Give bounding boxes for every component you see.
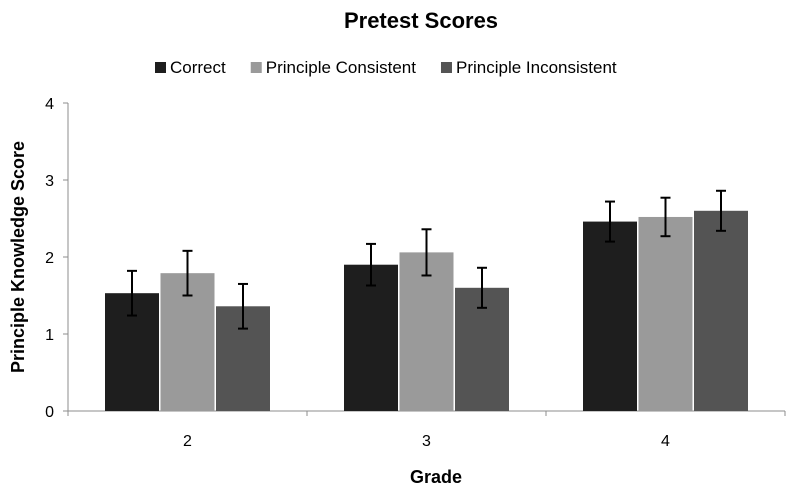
bar: [399, 252, 454, 411]
y-tick-label: 1: [45, 327, 54, 344]
y-tick-label: 2: [45, 250, 54, 267]
bar: [344, 264, 398, 411]
x-axis-title: Grade: [410, 467, 462, 487]
error-bars: [127, 189, 726, 330]
y-tick-label: 4: [45, 96, 54, 113]
bar: [583, 221, 637, 411]
x-tick-label: 4: [661, 433, 670, 450]
x-tick-label: 2: [183, 433, 192, 450]
y-axis-title: Principle Knowledge Score: [8, 141, 28, 373]
x-tick-label: 3: [422, 433, 431, 450]
legend-label: Principle Inconsistent: [456, 58, 617, 77]
legend-label: Principle Consistent: [266, 58, 417, 77]
legend-swatch: [440, 62, 452, 73]
y-ticks: 0 1 2 3 4: [45, 96, 68, 421]
bars: [105, 210, 748, 411]
bar: [694, 210, 748, 411]
bar: [638, 216, 693, 411]
legend-label: Correct: [170, 58, 226, 77]
y-tick-label: 0: [45, 404, 54, 421]
x-ticks: 2 3 4: [67, 411, 786, 450]
legend: Correct Principle Consistent Principle Inc…: [155, 58, 617, 77]
legend-swatch: [250, 62, 262, 73]
chart-title: Pretest Scores: [344, 8, 498, 33]
legend-swatch: [155, 62, 166, 73]
y-tick-label: 3: [45, 173, 54, 190]
